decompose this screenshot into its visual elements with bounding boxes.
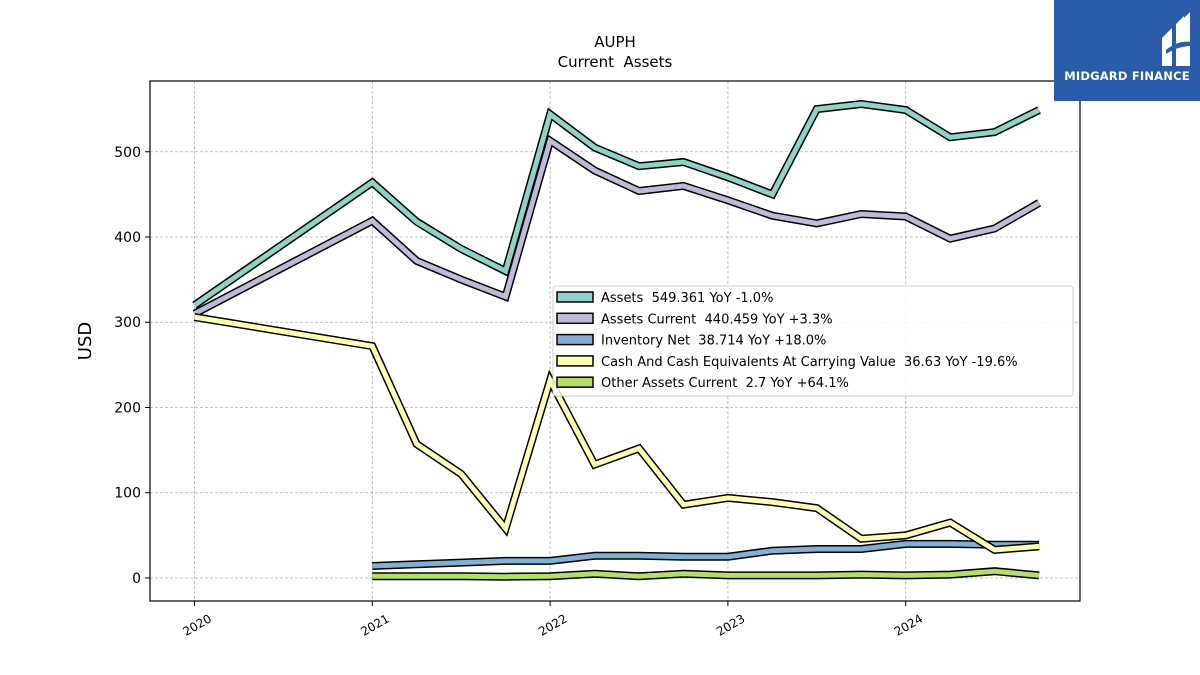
axis-ticks: 0 100 200 300 400 500 2020 2021 2022 2023 2024 bbox=[114, 145, 925, 639]
series-outline-0 bbox=[192, 99, 1041, 309]
y-tick-label: 100 bbox=[114, 486, 141, 502]
legend-swatch-2 bbox=[556, 333, 594, 346]
logo-text: MIDGARD FINANCE bbox=[1064, 69, 1190, 83]
legend-swatch-0 bbox=[556, 291, 594, 303]
x-tick-label: 2022 bbox=[536, 611, 569, 638]
chart-title: AUPH bbox=[594, 33, 636, 51]
legend-swatch-3 bbox=[556, 355, 594, 367]
y-tick-label: 200 bbox=[114, 400, 141, 416]
series-group bbox=[192, 99, 1042, 581]
x-tick-label: 2021 bbox=[358, 611, 391, 638]
legend-swatch-4 bbox=[556, 376, 594, 388]
chart-subtitle: Current Assets bbox=[558, 53, 673, 71]
series-line-3 bbox=[194, 314, 1040, 553]
y-tick-label: 500 bbox=[114, 145, 141, 161]
series-line-1 bbox=[193, 136, 1041, 316]
legend-label-0: Assets 549.361 YoY -1.0% bbox=[601, 291, 773, 306]
midgard-logo-icon bbox=[1162, 12, 1192, 66]
x-tick-label: 2024 bbox=[892, 611, 925, 638]
y-tick-label: 0 bbox=[132, 571, 141, 587]
legend: Assets 549.361 YoY -1.0% Assets Current 4… bbox=[552, 285, 1074, 397]
legend-label-1: Assets Current 440.459 YoY +3.3% bbox=[601, 312, 833, 327]
legend-label-4: Other Assets Current 2.7 YoY +64.1% bbox=[601, 376, 849, 391]
series-line-2 bbox=[372, 541, 1040, 569]
y-axis-label: USD bbox=[75, 322, 96, 360]
legend-label-3: Cash And Cash Equivalents At Carrying Va… bbox=[601, 355, 1018, 370]
y-tick-label: 300 bbox=[114, 315, 141, 331]
x-tick-label: 2020 bbox=[181, 611, 214, 638]
x-tick-label: 2023 bbox=[714, 611, 747, 638]
legend-swatch-1 bbox=[556, 312, 594, 325]
midgard-finance-logo: MIDGARD FINANCE bbox=[1054, 0, 1200, 101]
series-line-4 bbox=[372, 568, 1040, 580]
legend-label-2: Inventory Net 38.714 YoY +18.0% bbox=[601, 334, 826, 349]
legend-box bbox=[552, 285, 1074, 397]
plot-frame bbox=[149, 80, 1081, 602]
series-line-0 bbox=[193, 101, 1041, 308]
y-tick-label: 400 bbox=[114, 230, 141, 246]
